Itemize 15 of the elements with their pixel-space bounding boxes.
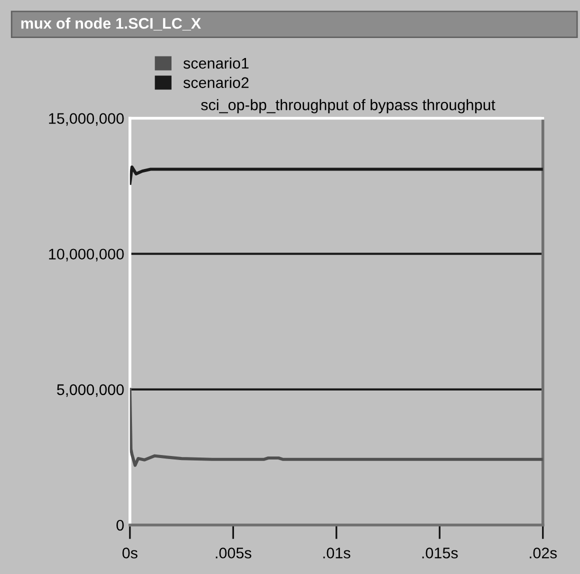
x-tick-label: 0s (122, 548, 138, 558)
line-series (130, 166, 543, 185)
legend-label: scenario2 (183, 76, 249, 88)
legend-label: scenario1 (183, 57, 249, 69)
chart-title: mux of node 1.SCI_LC_X (21, 18, 201, 30)
y-tick-label: 15,000,000 (49, 113, 124, 126)
y-tick-label: 0 (116, 520, 124, 531)
x-tick-label: .01s (323, 548, 350, 558)
chart-subtitle: sci_op-bp_throughput of bypass throughput (201, 99, 496, 114)
y-tick-label: 10,000,000 (49, 248, 124, 262)
x-tick-label: .02s (530, 548, 557, 558)
x-tick-label: .005s (216, 548, 252, 558)
line-series (130, 388, 543, 467)
x-tick-label: .015s (422, 548, 458, 558)
y-tick-label: 5,000,000 (57, 384, 124, 397)
